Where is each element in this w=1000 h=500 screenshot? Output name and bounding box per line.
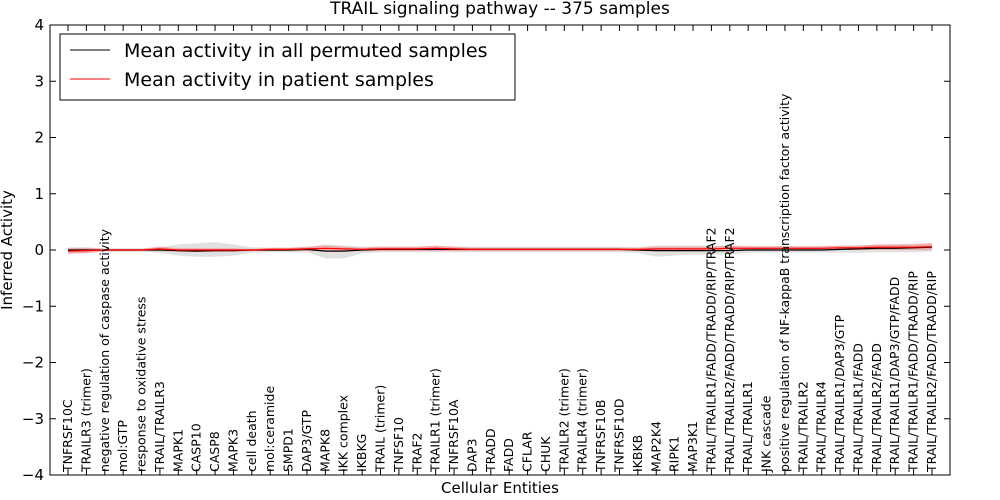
x-tick-label: TRAILR2 (trimer) (556, 368, 571, 473)
x-tick-label: MAP2K4 (648, 421, 663, 472)
x-tick-label: DAP3 (464, 439, 479, 472)
x-tick-label: TRAF2 (409, 432, 424, 473)
x-tick-label: TRAIL/TRAILR2 (795, 381, 810, 473)
y-tick-label: −1 (22, 297, 44, 315)
y-tick-label: −2 (22, 354, 44, 372)
x-tick-label: TRAIL/TRAILR1/DAP3/GTP/FADD (887, 277, 902, 473)
x-tick-labels: TNFRSF10C TRAILR3 (trimer) negative regula… (60, 93, 939, 473)
y-tick-label: 1 (34, 185, 44, 203)
x-axis-label: Cellular Entities (441, 479, 559, 497)
x-tick-label: TNFRSF10A (446, 399, 461, 473)
legend-label-patient: Mean activity in patient samples (124, 69, 434, 91)
y-tick-label: 0 (34, 241, 44, 259)
x-tick-label: TRAIL/TRAILR4 (814, 381, 829, 473)
legend-box (59, 33, 516, 101)
x-tick-label: TRAIL/TRAILR2/FADD (869, 343, 884, 473)
x-tick-label: IKBKG (354, 434, 369, 472)
y-axis: −4 −3 −2 −1 0 1 2 3 4 (22, 16, 950, 484)
x-tick-label: IKBKB (630, 435, 645, 472)
x-tick-label: TRAIL/TRAILR2/FADD/TRADD/RIP/TRAF2 (722, 227, 737, 473)
x-tick-label: TRAIL/TRAILR1/FADD/TRADD/RIP (906, 271, 921, 473)
x-tick-label: MAPK1 (170, 429, 185, 472)
x-tick-label: DAP3/GTP (299, 409, 314, 472)
x-tick-label: FADD (501, 438, 516, 472)
x-tick-label: TRAIL/TRAILR1/FADD/TRADD/RIP/TRAF2 (703, 227, 718, 473)
x-tick-label: MAPK3 (225, 429, 240, 472)
x-tick-label: TRAIL/TRAILR3 (152, 381, 167, 473)
line-patient (67, 246, 933, 252)
y-tick-label: −3 (22, 410, 44, 428)
band-patient (68, 243, 932, 254)
x-tick-label: mol:GTP (115, 420, 130, 472)
x-tick-label: TRAIL (trimer) (373, 385, 388, 473)
x-tick-label: response to oxidative stress (134, 297, 149, 472)
y-tick-label: 4 (34, 16, 44, 34)
y-tick-label: 3 (34, 72, 44, 90)
x-tick-label: cell death (244, 410, 259, 472)
x-tick-label: negative regulation of caspase activity (97, 228, 112, 472)
legend-label-permuted: Mean activity in all permuted samples (124, 40, 487, 62)
x-tick-label: TRAIL/TRAILR1/FADD (851, 343, 866, 473)
x-tick-label: JNK cascade (759, 395, 774, 473)
legend: Mean activity in all permuted samples Me… (59, 33, 516, 101)
x-tick-label: CASP10 (189, 423, 204, 472)
y-axis-label: Inferred Activity (0, 190, 16, 310)
x-tick-label: IKK complex (336, 395, 351, 472)
x-tick-label: TRAILR1 (trimer) (428, 368, 443, 473)
x-tick-label: positive regulation of NF-kappaB transcr… (777, 93, 792, 472)
x-tick-label: TRAILR3 (trimer) (78, 368, 93, 473)
x-tick-label: TNFSF10 (391, 417, 406, 473)
chart-title: TRAIL signaling pathway -- 375 samples (329, 0, 670, 19)
x-tick-label: TNFRSF10B (593, 400, 608, 473)
plot-frame (49, 24, 951, 476)
x-tick-label: SMPD1 (281, 428, 296, 472)
x-tick-label: CFLAR (520, 431, 535, 472)
x-tick-label: CHUK (538, 436, 553, 472)
x-tick-label: TRAIL/TRAILR1/DAP3/GTP (832, 314, 847, 473)
x-tick-label: MAP3K1 (685, 421, 700, 472)
x-tick-label: mol:ceramide (262, 386, 277, 472)
x-tick-label: TRAIL/TRAILR1 (740, 381, 755, 473)
x-tick-label: TNFRSF10C (60, 399, 75, 473)
x-tick-label: MAPK8 (317, 429, 332, 472)
x-tick-label: TRAIL/TRAILR2/FADD/TRADD/RIP (924, 271, 939, 473)
x-axis (67, 25, 933, 475)
y-tick-label: 2 (34, 129, 44, 147)
x-tick-label: CASP8 (207, 431, 222, 472)
x-tick-label: TRADD (483, 428, 498, 473)
x-tick-label: TRAILR4 (trimer) (575, 368, 590, 473)
band-permuted (68, 242, 932, 259)
x-tick-label: RIPK1 (667, 436, 682, 472)
y-tick-label: −4 (22, 466, 44, 484)
x-tick-label: TNFRSF10D (612, 398, 627, 473)
error-bands (68, 242, 932, 259)
series-lines (67, 246, 933, 252)
